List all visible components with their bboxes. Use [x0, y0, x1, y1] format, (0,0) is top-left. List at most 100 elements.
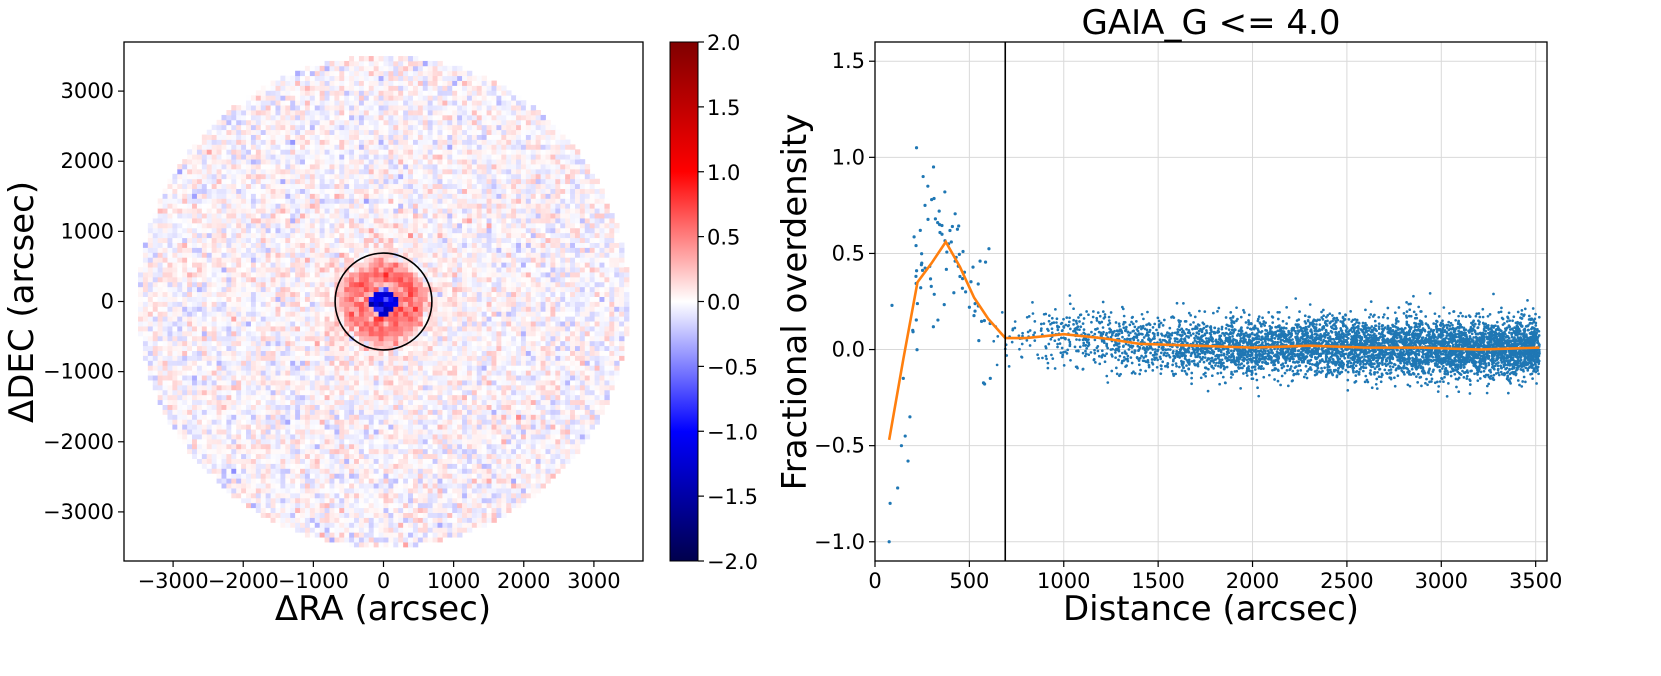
heatmap-cell: [349, 90, 355, 96]
heatmap-cell: [388, 488, 394, 494]
heatmap-cell: [349, 512, 355, 518]
heatmap-cell: [417, 139, 424, 145]
heatmap-cell: [246, 394, 252, 401]
heatmap-cell: [358, 537, 365, 543]
heatmap-cell: [260, 335, 267, 342]
heatmap-cell: [260, 330, 267, 337]
heatmap-cell: [354, 355, 360, 361]
heatmap-cell: [363, 188, 370, 194]
heatmap-cell: [358, 492, 365, 499]
heatmap-cell: [378, 100, 384, 106]
heatmap-cell: [349, 272, 355, 278]
heatmap-cell: [358, 497, 365, 504]
heatmap-cell: [226, 242, 232, 248]
heatmap-cell: [270, 365, 276, 371]
heatmap-cell: [363, 497, 370, 504]
heatmap-cell: [265, 159, 271, 165]
heatmap-cell: [314, 159, 321, 165]
heatmap-cell: [354, 443, 360, 450]
heatmap-cell: [403, 75, 409, 81]
heatmap-cell: [393, 321, 399, 327]
heatmap-cell: [304, 527, 311, 533]
heatmap-cell: [354, 198, 360, 204]
heatmap-cell: [388, 429, 394, 435]
heatmap-cell: [285, 144, 291, 150]
heatmap-cell: [339, 473, 345, 479]
heatmap-cell: [236, 488, 242, 494]
heatmap-cell: [393, 394, 399, 401]
heatmap-cell: [295, 483, 301, 489]
heatmap-cell: [432, 384, 438, 391]
heatmap-cell: [422, 276, 429, 283]
heatmap-cell: [339, 370, 345, 376]
heatmap-cell: [368, 227, 375, 234]
heatmap-cell: [398, 193, 404, 199]
heatmap-cell: [260, 311, 267, 317]
heatmap-cell: [408, 276, 414, 283]
heatmap-cell: [432, 321, 438, 327]
heatmap-cell: [275, 252, 281, 258]
heatmap-cell: [275, 90, 281, 96]
heatmap-cell: [255, 434, 262, 440]
heatmap-cell: [290, 222, 296, 229]
heatmap-cell: [265, 247, 271, 253]
heatmap-cell: [408, 434, 414, 440]
heatmap-cell: [211, 453, 217, 459]
heatmap-cell: [187, 272, 193, 278]
heatmap-cell: [246, 154, 252, 160]
heatmap-cell: [236, 424, 242, 430]
heatmap-cell: [221, 350, 227, 356]
heatmap-cell: [349, 458, 355, 464]
heatmap-cell: [187, 355, 193, 361]
heatmap-cell: [275, 335, 281, 342]
heatmap-cell: [319, 448, 325, 455]
heatmap-cell: [309, 286, 316, 293]
heatmap-cell: [314, 492, 321, 499]
heatmap-cell: [393, 213, 399, 219]
heatmap-cell: [368, 168, 375, 175]
heatmap-cell: [344, 262, 350, 268]
heatmap-cell: [295, 399, 301, 405]
heatmap-cell: [344, 350, 350, 356]
heatmap-cell: [314, 90, 321, 96]
heatmap-cell: [201, 311, 208, 317]
heatmap-cell: [280, 306, 286, 312]
heatmap-cell: [167, 267, 173, 273]
heatmap-cell: [432, 370, 438, 376]
heatmap-cell: [167, 252, 173, 258]
heatmap-cell: [378, 129, 384, 135]
heatmap-cell: [275, 399, 281, 405]
heatmap-cell: [216, 399, 222, 405]
heatmap-cell: [339, 384, 345, 391]
heatmap-cell: [408, 507, 414, 514]
heatmap-cell: [147, 272, 154, 278]
heatmap-cell: [349, 232, 355, 239]
heatmap-cell: [236, 286, 242, 293]
heatmap-cell: [368, 144, 375, 150]
heatmap-cell: [177, 335, 183, 342]
heatmap-cell: [329, 262, 335, 268]
heatmap-cell: [339, 375, 345, 381]
heatmap-cell: [246, 365, 252, 371]
heatmap-cell: [162, 203, 168, 209]
heatmap-cell: [280, 384, 286, 391]
heatmap-cell: [162, 237, 168, 243]
heatmap-cell: [187, 399, 193, 405]
heatmap-cell: [363, 114, 370, 121]
heatmap-cell: [157, 237, 163, 243]
heatmap-cell: [393, 453, 399, 459]
heatmap-cell: [422, 345, 429, 351]
heatmap-cell: [324, 227, 330, 234]
heatmap-cell: [329, 183, 335, 189]
heatmap-cell: [319, 105, 325, 111]
heatmap-cell: [324, 252, 330, 258]
heatmap-cell: [408, 512, 414, 518]
heatmap-cell: [398, 384, 404, 391]
heatmap-cell: [300, 311, 306, 317]
heatmap-cell: [422, 321, 429, 327]
heatmap-cell: [226, 458, 232, 464]
heatmap-cell: [231, 473, 237, 479]
heatmap-cell: [196, 311, 203, 317]
heatmap-cell: [255, 247, 262, 253]
heatmap-cell: [216, 203, 222, 209]
